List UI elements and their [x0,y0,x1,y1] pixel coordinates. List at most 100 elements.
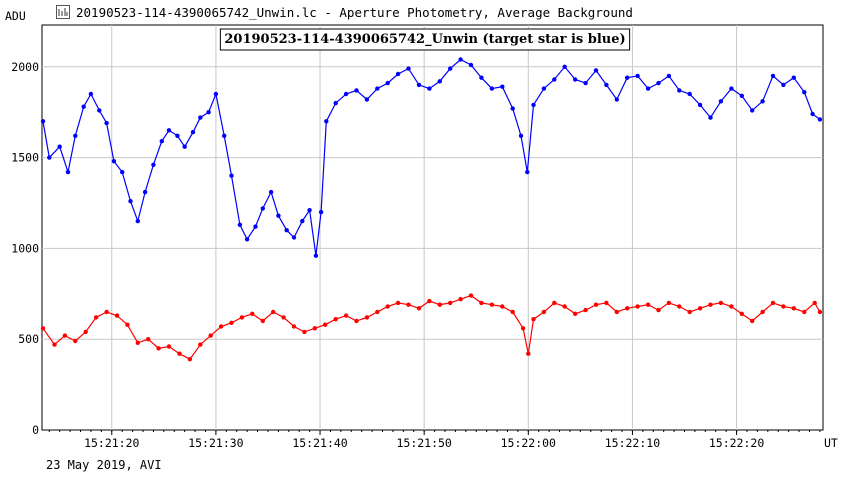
data-point [40,119,46,124]
x-tick-label: 15:21:50 [396,436,451,450]
data-point [213,91,219,97]
data-point [416,306,422,311]
series-comparison [40,293,823,362]
chart-title: 20190523-114-4390065742_Unwin (target st… [224,32,625,47]
data-point [448,66,453,71]
data-point [781,304,786,309]
data-point [635,304,640,309]
data-point [271,309,276,315]
data-point [531,102,536,108]
data-point [354,88,359,93]
data-point [573,77,578,82]
data-point [739,311,744,316]
data-point [312,326,317,331]
data-point [750,108,755,113]
data-point [458,57,463,62]
data-point [395,71,401,77]
data-point [729,304,734,309]
data-point [62,333,68,338]
data-point [583,307,588,313]
window-title-bar: 20190523-114-4390065742_Unwin.lc - Apert… [0,0,848,24]
data-point [135,340,140,345]
data-point [510,106,515,111]
chart-title-box [219,28,631,51]
data-point [489,86,495,91]
data-point [135,218,140,224]
data-point [260,206,265,211]
x-tick-label: 15:21:30 [188,436,243,450]
data-point [562,304,567,309]
window-title: 20190523-114-4390065742_Unwin.lc - Apert… [76,4,633,20]
data-point [541,86,547,91]
data-point [83,329,88,335]
data-point [697,306,703,311]
data-point [697,102,703,108]
data-point [770,300,776,306]
data-point [645,302,651,307]
data-point [253,224,258,229]
data-point [614,309,619,315]
data-point [333,100,338,106]
data-point [750,318,755,324]
data-point [552,77,557,82]
data-point [323,322,328,327]
data-point [307,208,312,213]
data-point [318,209,324,215]
data-point [666,300,672,306]
data-point [222,133,227,138]
data-point [625,75,630,80]
data-point [395,300,401,306]
data-point [791,75,796,80]
data-point [73,133,78,138]
data-point [120,169,125,175]
data-point [593,302,599,307]
data-point [114,313,120,318]
data-point [760,309,765,315]
data-point [52,342,57,347]
data-point [250,311,255,316]
y-tick-label: 1000 [11,241,39,255]
data-point [635,73,640,79]
data-point [276,213,281,218]
data-point [489,302,495,307]
x-tick-label: 15:22:10 [605,436,660,450]
data-point [718,300,724,306]
data-point [73,338,78,344]
data-point [198,342,203,347]
data-point [552,300,557,306]
data-point [760,99,765,104]
data-point [343,91,349,97]
data-point [687,309,692,315]
chart-window-icon[interactable] [56,5,70,19]
data-point [324,119,329,124]
data-point [385,80,390,86]
data-point [817,309,823,315]
data-point [40,326,46,331]
data-point [333,317,338,322]
data-point [510,309,515,315]
data-point [604,82,609,88]
data-point [229,320,234,325]
data-point [479,75,484,80]
data-point [614,97,619,102]
data-point [645,86,651,91]
data-point [729,86,734,91]
data-point [81,104,86,109]
data-point [677,88,682,93]
data-point [166,344,172,349]
data-point [708,115,713,120]
data-point [284,228,289,233]
data-point [187,357,193,362]
data-point [468,62,474,68]
data-point [427,86,432,91]
data-point [810,111,815,117]
data-point [562,64,567,70]
data-point [206,110,211,115]
data-point [479,300,484,306]
x-tick-label: 15:21:40 [292,436,347,450]
y-tick-label: 1500 [11,151,39,165]
data-point [437,79,442,84]
data-point [448,300,453,306]
data-point [781,82,786,88]
